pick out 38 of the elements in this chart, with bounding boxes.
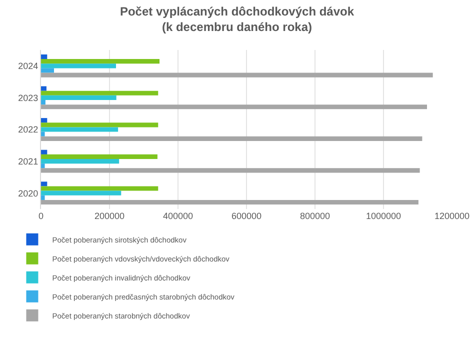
y-tick-label: 2020 — [18, 188, 38, 198]
bar — [41, 59, 160, 64]
bar — [41, 200, 418, 205]
bar — [41, 127, 118, 132]
x-tick-label: 400000 — [162, 211, 194, 221]
bar — [41, 195, 45, 200]
bar — [41, 118, 48, 123]
bar — [41, 190, 122, 196]
bar — [41, 132, 45, 136]
bar — [41, 90, 158, 96]
x-tick-label: 200000 — [94, 211, 125, 221]
bar — [41, 154, 158, 160]
x-tick-label: 0 — [38, 211, 44, 221]
y-tick-label: 2022 — [18, 124, 38, 135]
bar — [41, 159, 120, 164]
bar — [41, 95, 116, 100]
chart-title: Počet vyplácaných dôchodkových dávok (k decembru daného roka) — [120, 4, 354, 34]
bar — [41, 64, 116, 68]
bar — [41, 182, 48, 186]
bar — [41, 104, 427, 110]
bar — [41, 136, 422, 141]
bar — [41, 54, 48, 60]
y-tick-label: 2021 — [18, 156, 38, 166]
bar — [41, 72, 433, 78]
bar — [41, 150, 48, 154]
x-tick-label: 800000 — [300, 211, 330, 221]
x-tick-label: 600000 — [231, 211, 262, 221]
y-tick-label: 2024 — [18, 61, 38, 72]
bar — [41, 100, 46, 105]
x-tick-label: 1000000 — [366, 211, 402, 221]
bar — [41, 86, 46, 91]
bar — [41, 164, 45, 168]
bar — [41, 186, 158, 191]
bar — [41, 122, 158, 128]
bar — [41, 68, 54, 73]
x-tick-label: 1200000 — [434, 211, 470, 221]
bar — [41, 168, 420, 173]
y-tick-label: 2023 — [18, 92, 38, 103]
